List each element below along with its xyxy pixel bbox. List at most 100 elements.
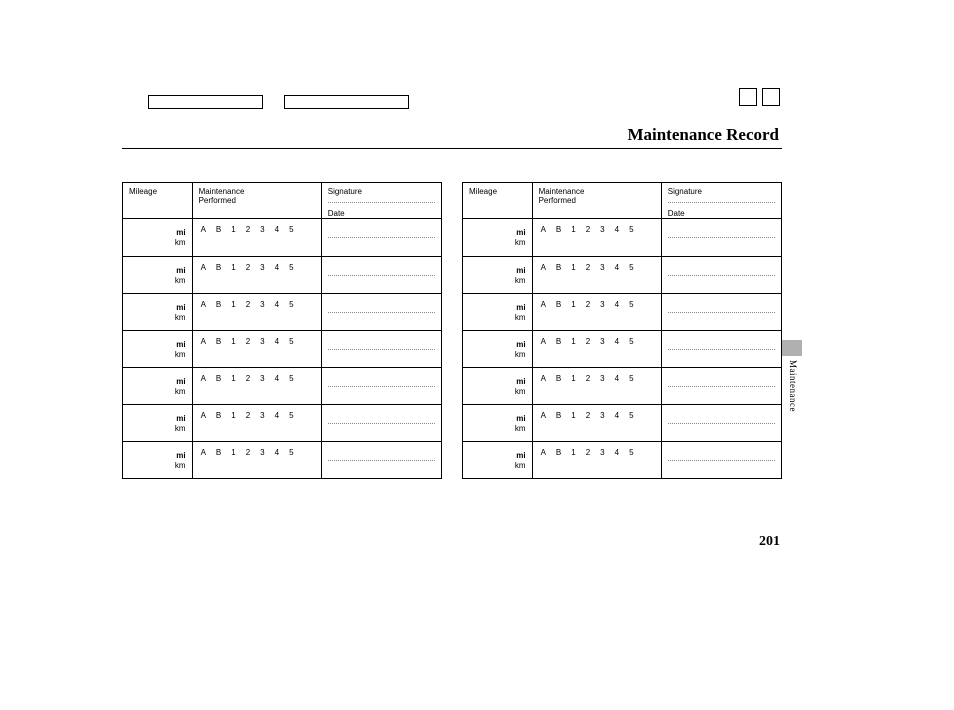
label-mi: mi	[176, 414, 185, 423]
date-slot	[328, 282, 435, 290]
cell-signature	[322, 331, 441, 367]
maintenance-code: A	[201, 337, 206, 346]
label-km: km	[515, 424, 526, 433]
date-slot	[328, 244, 435, 252]
maintenance-code: 2	[586, 411, 590, 420]
maintenance-code: B	[556, 263, 561, 272]
maintenance-code: B	[556, 337, 561, 346]
table-row: mikmAB12345	[463, 441, 781, 478]
label-mi: mi	[176, 377, 185, 386]
label-km: km	[515, 350, 526, 359]
label-km: km	[515, 387, 526, 396]
maintenance-code: B	[556, 225, 561, 234]
cell-signature	[662, 257, 781, 293]
cell-maintenance: AB12345	[193, 257, 322, 293]
maintenance-code: 1	[571, 225, 575, 234]
label-km: km	[515, 238, 526, 247]
maintenance-code: 4	[275, 263, 279, 272]
label-mi: mi	[516, 451, 525, 460]
header-signature-label: Signature	[328, 187, 435, 196]
maintenance-code: 2	[246, 263, 250, 272]
header-dotted-divider	[668, 202, 775, 203]
maintenance-code: 3	[600, 225, 604, 234]
date-slot	[328, 393, 435, 401]
cell-signature	[662, 294, 781, 330]
maintenance-code: A	[201, 225, 206, 234]
maintenance-code: 2	[246, 374, 250, 383]
date-slot	[668, 244, 775, 252]
cell-maintenance: AB12345	[533, 294, 662, 330]
cell-signature	[662, 219, 781, 256]
label-km: km	[515, 276, 526, 285]
maintenance-code: 5	[629, 448, 633, 457]
maintenance-code: A	[201, 448, 206, 457]
label-km: km	[175, 350, 186, 359]
page-root: Maintenance Record Maintenance 201 Milea…	[0, 0, 954, 710]
header-maintenance: MaintenancePerformed	[533, 183, 662, 218]
table-header-row: MileageMaintenancePerformedSignatureDate	[463, 183, 781, 219]
maintenance-code: 4	[615, 225, 619, 234]
maintenance-code: 4	[615, 300, 619, 309]
cell-mileage: mikm	[123, 331, 193, 367]
header-date-label: Date	[328, 209, 435, 218]
header-box-1	[148, 95, 263, 109]
maintenance-code: 1	[571, 300, 575, 309]
dotted-line	[668, 386, 775, 387]
label-mi: mi	[516, 414, 525, 423]
cell-signature	[662, 405, 781, 441]
maintenance-code: 3	[600, 337, 604, 346]
table-row: mikmAB12345	[123, 219, 441, 256]
maintenance-code: 5	[289, 374, 293, 383]
label-mi: mi	[516, 266, 525, 275]
date-slot	[328, 319, 435, 327]
cell-maintenance: AB12345	[533, 219, 662, 256]
maintenance-code: 1	[571, 263, 575, 272]
maintenance-code: 2	[246, 448, 250, 457]
table-header-row: MileageMaintenancePerformedSignatureDate	[123, 183, 441, 219]
maintenance-code: 5	[629, 337, 633, 346]
maintenance-code: 3	[600, 300, 604, 309]
signature-slot	[668, 409, 775, 417]
cell-mileage: mikm	[463, 405, 533, 441]
header-checkbox-1	[739, 88, 757, 106]
table-row: mikmAB12345	[123, 367, 441, 404]
maintenance-code: 4	[615, 411, 619, 420]
maintenance-code: A	[541, 263, 546, 272]
maintenance-code: 1	[231, 448, 235, 457]
table-row: mikmAB12345	[463, 367, 781, 404]
cell-maintenance: AB12345	[193, 331, 322, 367]
maintenance-code: 1	[231, 300, 235, 309]
label-mi: mi	[516, 303, 525, 312]
cell-signature	[322, 257, 441, 293]
maintenance-code: B	[556, 448, 561, 457]
maintenance-code: 4	[275, 448, 279, 457]
maintenance-code: B	[556, 411, 561, 420]
dotted-line	[328, 312, 435, 313]
maintenance-code: 1	[231, 374, 235, 383]
maintenance-code: 3	[260, 300, 264, 309]
maintenance-code: 1	[231, 263, 235, 272]
table-row: mikmAB12345	[123, 330, 441, 367]
maintenance-code: 3	[260, 225, 264, 234]
date-slot	[328, 356, 435, 364]
maintenance-code: A	[201, 300, 206, 309]
maintenance-code: 2	[586, 300, 590, 309]
maintenance-code: 2	[246, 411, 250, 420]
maintenance-code: 2	[586, 448, 590, 457]
maintenance-code: 5	[289, 411, 293, 420]
maintenance-table: MileageMaintenancePerformedSignatureDate…	[122, 182, 442, 479]
date-slot	[668, 356, 775, 364]
cell-mileage: mikm	[123, 405, 193, 441]
label-mi: mi	[176, 228, 185, 237]
maintenance-code: 4	[275, 300, 279, 309]
date-slot	[668, 282, 775, 290]
maintenance-code: A	[541, 225, 546, 234]
side-tab-marker	[780, 340, 802, 356]
cell-mileage: mikm	[123, 294, 193, 330]
dotted-line	[328, 349, 435, 350]
cell-maintenance: AB12345	[533, 331, 662, 367]
page-title: Maintenance Record	[627, 125, 779, 145]
maintenance-code: 2	[586, 225, 590, 234]
maintenance-code: 2	[586, 337, 590, 346]
cell-signature	[662, 368, 781, 404]
